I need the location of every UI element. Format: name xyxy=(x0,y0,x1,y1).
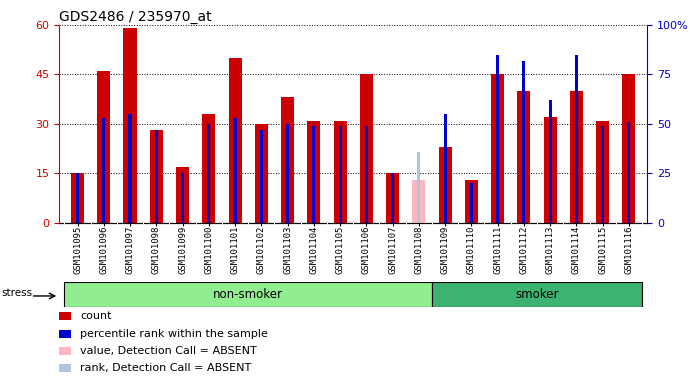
Bar xyxy=(59,312,72,320)
Bar xyxy=(596,121,609,223)
Bar xyxy=(207,124,210,223)
Bar xyxy=(59,347,72,355)
Bar xyxy=(286,124,289,223)
Bar xyxy=(129,114,132,223)
Bar xyxy=(496,55,499,223)
Bar xyxy=(438,147,452,223)
Bar xyxy=(155,130,158,223)
Text: GSM101109: GSM101109 xyxy=(441,226,450,274)
Bar xyxy=(386,173,400,223)
Bar xyxy=(548,100,552,223)
Bar xyxy=(465,180,478,223)
Text: GSM101112: GSM101112 xyxy=(519,226,528,274)
Text: GSM101107: GSM101107 xyxy=(388,226,397,274)
Text: GSM101100: GSM101100 xyxy=(205,226,213,274)
Bar xyxy=(65,282,432,307)
Bar xyxy=(255,124,268,223)
Bar xyxy=(313,126,315,223)
Text: stress: stress xyxy=(1,288,32,298)
Text: percentile rank within the sample: percentile rank within the sample xyxy=(80,329,268,339)
Bar xyxy=(338,126,342,223)
Text: value, Detection Call = ABSENT: value, Detection Call = ABSENT xyxy=(80,346,257,356)
Bar xyxy=(307,121,320,223)
Bar xyxy=(71,173,84,223)
Bar xyxy=(627,122,631,223)
Text: GSM101113: GSM101113 xyxy=(546,226,555,274)
Text: smoker: smoker xyxy=(515,288,559,301)
Bar xyxy=(150,131,163,223)
Bar xyxy=(59,364,72,372)
Bar xyxy=(491,74,504,223)
Text: rank, Detection Call = ABSENT: rank, Detection Call = ABSENT xyxy=(80,363,251,373)
Text: non-smoker: non-smoker xyxy=(213,288,283,301)
Bar xyxy=(59,329,72,338)
Bar xyxy=(176,167,189,223)
Bar xyxy=(203,114,215,223)
Text: GSM101114: GSM101114 xyxy=(572,226,581,274)
Bar xyxy=(391,173,394,223)
Text: GDS2486 / 235970_at: GDS2486 / 235970_at xyxy=(59,10,212,24)
Text: GSM101097: GSM101097 xyxy=(125,226,134,274)
Bar xyxy=(522,61,525,223)
Text: GSM101106: GSM101106 xyxy=(362,226,371,274)
Text: GSM101103: GSM101103 xyxy=(283,226,292,274)
Text: GSM101098: GSM101098 xyxy=(152,226,161,274)
Bar xyxy=(333,121,347,223)
Bar xyxy=(233,118,237,223)
Bar xyxy=(570,91,583,223)
Bar xyxy=(281,98,294,223)
Bar xyxy=(97,71,111,223)
Bar xyxy=(76,173,79,223)
Bar xyxy=(228,58,242,223)
Bar xyxy=(181,173,184,223)
Bar xyxy=(102,118,105,223)
Text: GSM101102: GSM101102 xyxy=(257,226,266,274)
Text: GSM101101: GSM101101 xyxy=(230,226,239,274)
Text: GSM101115: GSM101115 xyxy=(598,226,607,274)
Bar xyxy=(412,180,425,223)
Text: GSM101095: GSM101095 xyxy=(73,226,82,274)
Bar xyxy=(365,126,368,223)
Bar xyxy=(470,183,473,223)
Bar xyxy=(575,55,578,223)
Bar xyxy=(601,126,604,223)
Text: GSM101096: GSM101096 xyxy=(100,226,109,274)
Text: GSM101104: GSM101104 xyxy=(309,226,318,274)
Bar xyxy=(432,282,642,307)
Bar xyxy=(418,152,420,223)
Text: GSM101110: GSM101110 xyxy=(467,226,476,274)
Text: GSM101108: GSM101108 xyxy=(414,226,423,274)
Text: count: count xyxy=(80,311,111,321)
Text: GSM101105: GSM101105 xyxy=(335,226,345,274)
Bar xyxy=(443,114,447,223)
Text: GSM101111: GSM101111 xyxy=(493,226,502,274)
Text: GSM101116: GSM101116 xyxy=(624,226,633,274)
Bar xyxy=(622,74,635,223)
Bar xyxy=(544,117,557,223)
Bar xyxy=(360,74,373,223)
Bar xyxy=(517,91,530,223)
Bar xyxy=(123,28,136,223)
Text: GSM101099: GSM101099 xyxy=(178,226,187,274)
Bar xyxy=(260,130,263,223)
